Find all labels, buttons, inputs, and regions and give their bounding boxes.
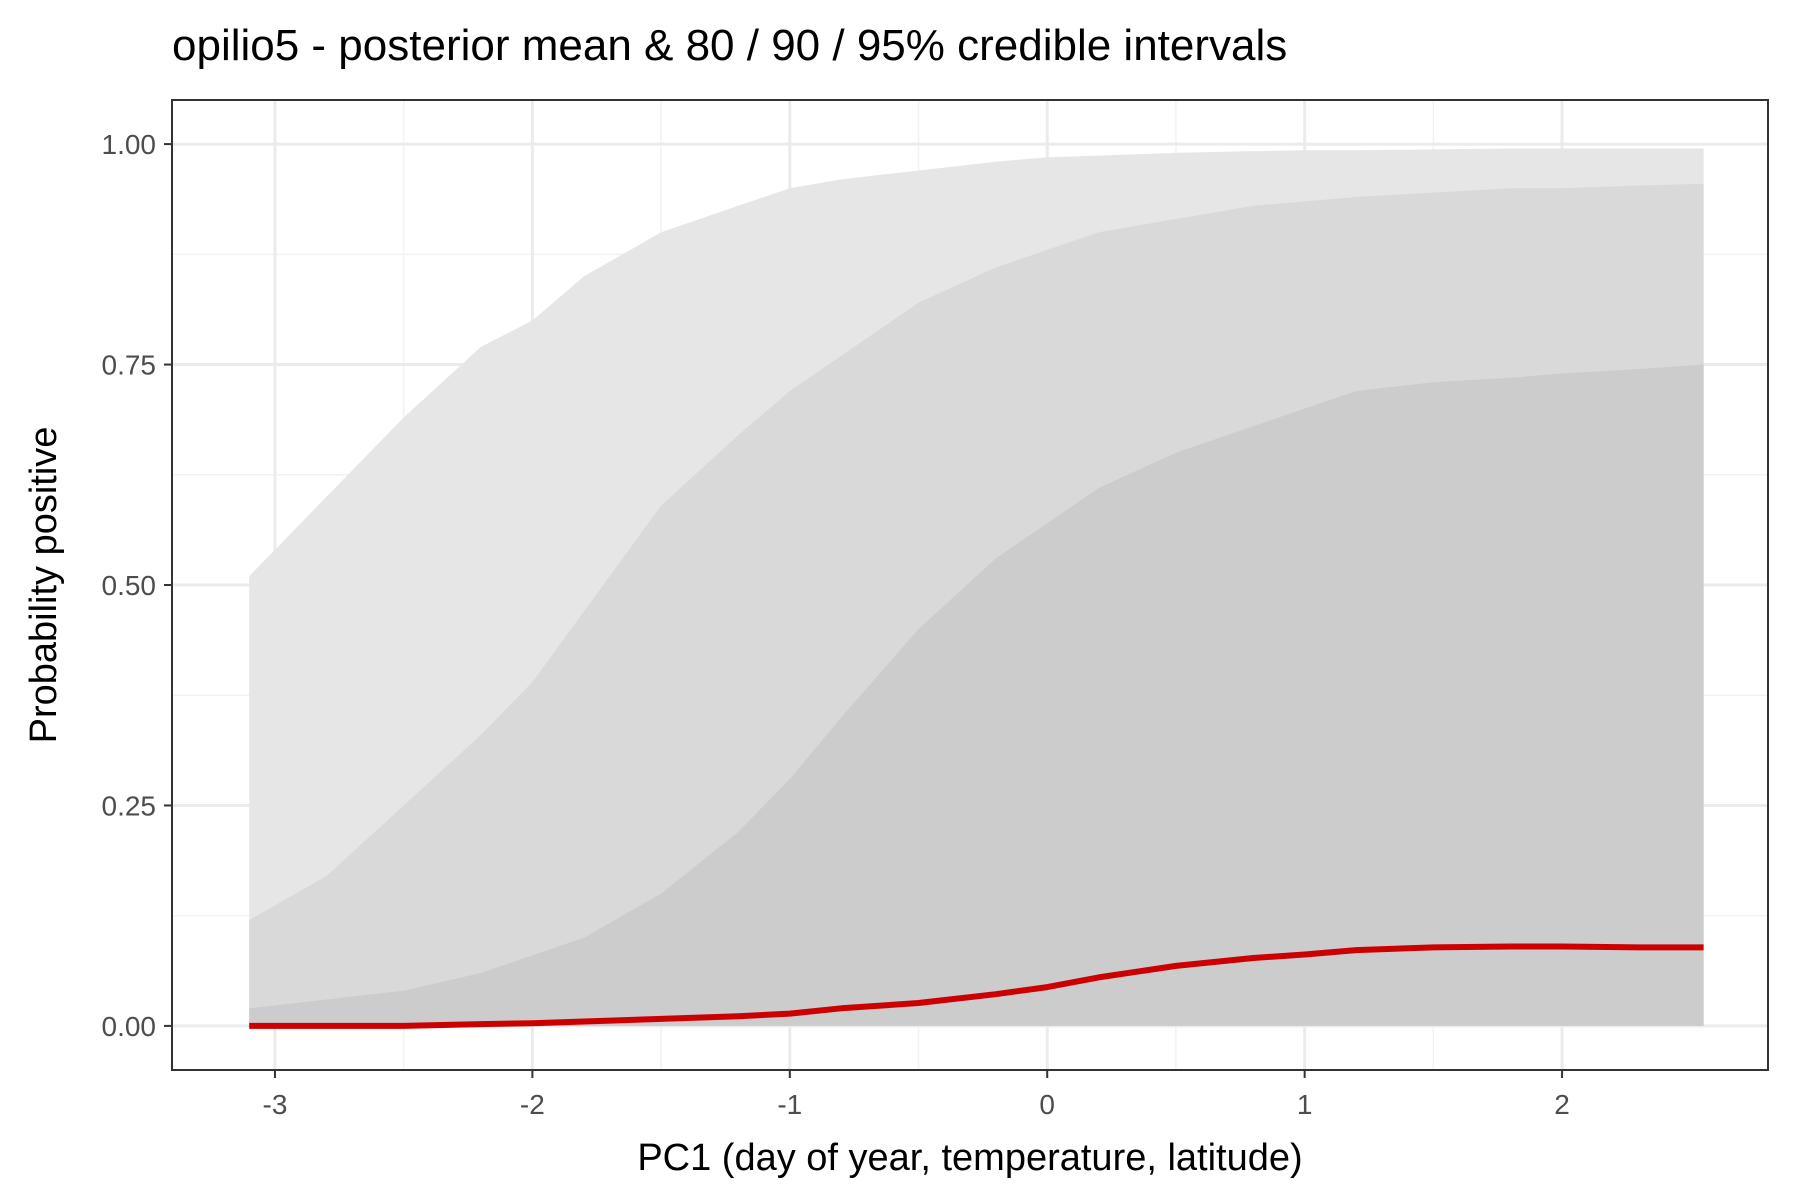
x-tick-label: 0	[1039, 1089, 1055, 1120]
y-axis: 0.00 0.25 0.50 0.75 1.00	[102, 129, 172, 1042]
y-tick-label: 0.75	[102, 350, 157, 381]
band-80-percent	[249, 364, 1704, 1026]
y-tick-label: 0.25	[102, 790, 157, 821]
y-tick-label: 1.00	[102, 129, 157, 160]
credible-interval-bands	[249, 148, 1704, 1026]
posterior-mean-line	[249, 943, 1704, 1029]
chart-title: opilio5 - posterior mean & 80 / 90 / 95%…	[172, 21, 1287, 70]
y-axis-title: Probability positive	[23, 427, 65, 744]
x-tick-label: -1	[777, 1089, 802, 1120]
x-tick-label: 2	[1554, 1089, 1570, 1120]
y-tick-label: 0.00	[102, 1011, 157, 1042]
x-tick-label: 1	[1297, 1089, 1313, 1120]
x-tick-label: -2	[520, 1089, 545, 1120]
x-axis-title: PC1 (day of year, temperature, latitude)	[637, 1137, 1302, 1179]
posterior-mean-layer	[249, 943, 1704, 1029]
y-tick-label: 0.50	[102, 570, 157, 601]
x-axis: -3 -2 -1 0 1 2	[263, 1070, 1570, 1120]
x-tick-label: -3	[263, 1089, 288, 1120]
